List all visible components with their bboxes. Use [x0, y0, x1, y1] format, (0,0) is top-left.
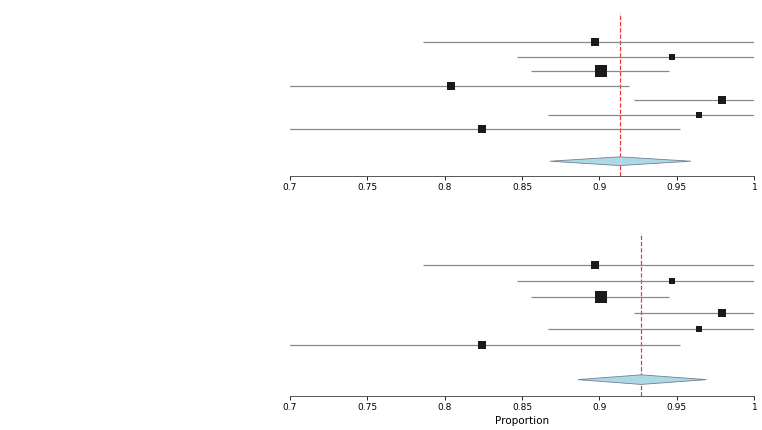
X-axis label: Proportion: Proportion [495, 416, 549, 426]
Polygon shape [550, 157, 691, 166]
Polygon shape [578, 375, 706, 384]
